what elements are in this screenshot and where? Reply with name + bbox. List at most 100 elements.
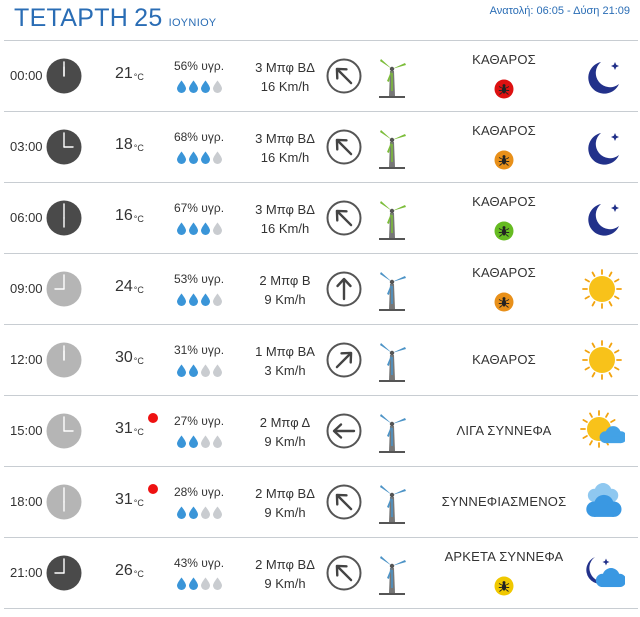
sunrise-sunset: Ανατολή: 06:05 - Δύση 21:09 <box>489 5 630 17</box>
clock-icon <box>46 555 82 591</box>
clock-icon <box>46 271 82 307</box>
forecast-row: 09:00 24°C 53% υγρ. 2 Μπφ Β 9 Km/h ΚΑΘΑΡ… <box>4 253 638 324</box>
humidity-drop-icon <box>188 222 200 239</box>
wind-speed: 16 Km/h <box>260 79 310 94</box>
day-title: ΤΕΤΑΡΤΗ 25 ΙΟΥΝΙΟΥ <box>14 4 217 33</box>
clouds-icon <box>579 480 625 524</box>
row-condition: ΚΑΘΑΡΟΣ <box>472 52 536 67</box>
forecast-row: 15:00 31°C 27% υγρ. 2 Μπφ Δ 9 Km/h ΛΙΓΑ … <box>4 395 638 466</box>
temperature-unit: °C <box>133 569 144 579</box>
humidity-drop-icon <box>188 293 200 310</box>
humidity-drop-icon <box>188 151 200 168</box>
row-time: 09:00 <box>10 281 43 296</box>
wind-beaufort: 2 Μπφ Δ <box>259 415 311 430</box>
humidity-drop-icon <box>212 577 224 594</box>
wind-beaufort: 1 Μπφ ΒΑ <box>255 344 315 359</box>
wind-beaufort: 3 Μπφ ΒΔ <box>255 131 315 146</box>
humidity-drops <box>176 151 224 169</box>
humidity-drop-icon <box>212 506 224 523</box>
row-time: 21:00 <box>10 565 43 580</box>
wind-turbine-icon <box>375 126 409 170</box>
forecast-row: 18:00 31°C 28% υγρ. 2 Μπφ ΒΔ 9 Km/h ΣΥΝΝ… <box>4 466 638 537</box>
sun-icon <box>579 267 625 311</box>
humidity-drop-icon <box>188 80 200 97</box>
row-condition: ΚΑΘΑΡΟΣ <box>472 265 536 280</box>
row-time: 18:00 <box>10 494 43 509</box>
temperature-unit: °C <box>133 143 144 153</box>
humidity-drop-icon <box>200 577 212 594</box>
row-temperature: 16°C <box>115 207 144 225</box>
row-wind: 3 Μπφ ΒΔ 16 Km/h <box>240 129 330 167</box>
humidity-drop-icon <box>176 222 188 239</box>
wind-beaufort: 2 Μπφ ΒΔ <box>255 486 315 501</box>
humidity-drops <box>176 80 224 98</box>
row-temperature: 21°C <box>115 65 144 83</box>
wind-direction-arrow-icon <box>326 200 362 236</box>
heat-warning-dot <box>148 484 158 494</box>
wind-speed: 9 Km/h <box>264 292 306 307</box>
row-temperature: 26°C <box>115 562 144 580</box>
temperature-unit: °C <box>133 72 144 82</box>
temperature-value: 18 <box>115 136 133 153</box>
humidity-drop-icon <box>212 151 224 168</box>
humidity-drops <box>176 577 224 595</box>
humidity-drop-icon <box>188 435 200 452</box>
row-time: 00:00 <box>10 68 43 83</box>
humidity-drop-icon <box>176 80 188 97</box>
row-humidity: 27% υγρ. <box>173 414 225 428</box>
row-condition: ΑΡΚΕΤΑ ΣΥΝΝΕΦΑ <box>444 549 564 564</box>
humidity-drop-icon <box>200 151 212 168</box>
humidity-drop-icon <box>200 506 212 523</box>
humidity-drop-icon <box>200 435 212 452</box>
forecast-row: 06:00 16°C 67% υγρ. 3 Μπφ ΒΔ 16 Km/h ΚΑΘ… <box>4 182 638 253</box>
mosquito-level-icon <box>494 576 514 596</box>
wind-beaufort: 2 Μπφ ΒΔ <box>255 557 315 572</box>
mosquito-level-icon <box>494 292 514 312</box>
row-time: 03:00 <box>10 139 43 154</box>
weekday: ΤΕΤΑΡΤΗ <box>14 4 129 32</box>
wind-beaufort: 3 Μπφ ΒΔ <box>255 60 315 75</box>
humidity-drop-icon <box>176 293 188 310</box>
row-wind: 1 Μπφ ΒΑ 3 Km/h <box>240 342 330 380</box>
clock-icon <box>46 129 82 165</box>
clock-icon <box>46 484 82 520</box>
temperature-unit: °C <box>133 356 144 366</box>
wind-beaufort: 2 Μπφ Β <box>259 273 311 288</box>
wind-direction-arrow-icon <box>326 271 362 307</box>
row-condition: ΚΑΘΑΡΟΣ <box>472 194 536 209</box>
row-wind: 3 Μπφ ΒΔ 16 Km/h <box>240 200 330 238</box>
row-temperature: 18°C <box>115 136 144 154</box>
wind-speed: 3 Km/h <box>264 363 306 378</box>
temperature-unit: °C <box>133 214 144 224</box>
wind-beaufort: 3 Μπφ ΒΔ <box>255 202 315 217</box>
humidity-drop-icon <box>176 506 188 523</box>
clock-icon <box>46 58 82 94</box>
row-condition: ΣΥΝΝΕΦΙΑΣΜΕΝΟΣ <box>441 494 567 509</box>
moon-cloud-icon <box>579 551 627 595</box>
humidity-drops <box>176 435 224 453</box>
clock-icon <box>46 413 82 449</box>
humidity-drop-icon <box>176 151 188 168</box>
wind-speed: 16 Km/h <box>260 221 310 236</box>
temperature-value: 30 <box>115 349 133 366</box>
row-time: 12:00 <box>10 352 43 367</box>
wind-direction-arrow-icon <box>326 413 362 449</box>
moon-icon <box>579 125 625 169</box>
mosquito-level-icon <box>494 79 514 99</box>
wind-turbine-icon <box>375 197 409 241</box>
row-humidity: 43% υγρ. <box>173 556 225 570</box>
humidity-drop-icon <box>200 364 212 381</box>
row-condition: ΛΙΓΑ ΣΥΝΝΕΦΑ <box>456 423 552 438</box>
row-temperature: 31°C <box>115 491 144 509</box>
forecast-row: 12:00 30°C 31% υγρ. 1 Μπφ ΒΑ 3 Km/h ΚΑΘΑ… <box>4 324 638 395</box>
sun-cloud-icon <box>579 409 627 453</box>
wind-turbine-icon <box>375 552 409 596</box>
humidity-drop-icon <box>188 577 200 594</box>
forecast-row: 00:00 21°C 56% υγρ. 3 Μπφ ΒΔ 16 Km/h ΚΑΘ… <box>4 40 638 111</box>
humidity-drop-icon <box>200 293 212 310</box>
mosquito-level-icon <box>494 221 514 241</box>
temperature-value: 26 <box>115 562 133 579</box>
temperature-unit: °C <box>133 427 144 437</box>
row-wind: 2 Μπφ ΒΔ 9 Km/h <box>240 555 330 593</box>
wind-speed: 9 Km/h <box>264 434 306 449</box>
